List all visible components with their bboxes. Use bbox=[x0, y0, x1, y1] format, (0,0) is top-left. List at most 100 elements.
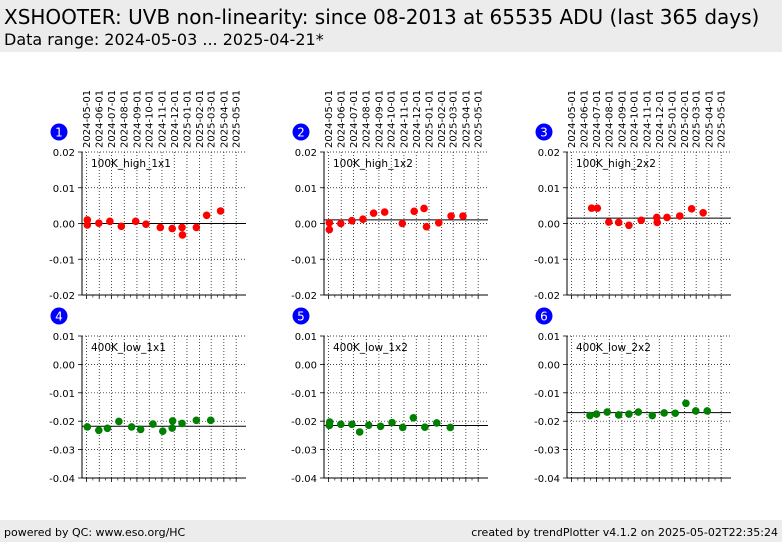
data-point bbox=[459, 212, 467, 220]
data-point bbox=[637, 216, 646, 225]
y-tick-label: 0.01 bbox=[53, 332, 75, 343]
footer-powered-by: powered by QC: www.eso.org/HC bbox=[4, 526, 186, 539]
footer-created-by: created by trendPlotter v4.1.2 on 2025-0… bbox=[471, 526, 778, 539]
x-tick-label: 2024-05-01 bbox=[567, 90, 578, 148]
x-tick-label: 2024-09-01 bbox=[132, 90, 143, 148]
y-tick-label: -0.04 bbox=[291, 474, 317, 485]
x-tick-label: 2024-11-01 bbox=[157, 90, 168, 148]
data-point bbox=[95, 219, 103, 227]
data-point bbox=[432, 419, 441, 427]
data-point bbox=[446, 423, 455, 432]
x-tick-label: 2024-08-01 bbox=[120, 90, 131, 148]
data-point bbox=[625, 221, 633, 230]
y-tick-label: -0.01 bbox=[291, 389, 317, 400]
x-tick-label: 2025-03-01 bbox=[692, 90, 703, 148]
y-tick-label: -0.01 bbox=[534, 255, 560, 266]
data-point bbox=[410, 207, 419, 216]
y-tick-label: 0.00 bbox=[538, 220, 560, 231]
panel-3: 0.02 0.01 0.00 -0.01 -0.02 100K_high_2x2 3 2024… bbox=[534, 90, 731, 302]
x-tick-label: 2025-01-01 bbox=[424, 90, 435, 148]
x-tick-label: 2024-09-01 bbox=[617, 90, 628, 148]
data-point bbox=[682, 399, 690, 408]
data-point bbox=[216, 207, 225, 215]
y-tick-label: -0.01 bbox=[534, 389, 560, 400]
panel-badge bbox=[535, 307, 553, 325]
page-title: XSHOOTER: UVB non-linearity: since 08-20… bbox=[4, 5, 760, 29]
y-tick-label: -0.02 bbox=[291, 417, 317, 428]
data-point bbox=[337, 420, 345, 429]
panel-badge bbox=[535, 123, 553, 141]
y-tick-label: 0.01 bbox=[53, 184, 75, 195]
x-tick-label: 2024-10-01 bbox=[387, 90, 398, 148]
x-tick-label: 2025-03-01 bbox=[449, 90, 460, 148]
y-tick-label: 0.01 bbox=[295, 332, 317, 343]
panel-label: 100K_high_1x1 bbox=[91, 158, 171, 170]
y-tick-label: -0.04 bbox=[534, 474, 560, 485]
data-range-subtitle: Data range: 2024-05-03 ... 2025-04-21* bbox=[4, 30, 324, 49]
data-point bbox=[115, 417, 123, 426]
y-tick-label: -0.02 bbox=[534, 417, 560, 428]
x-tick-label: 2025-05-01 bbox=[717, 90, 728, 148]
x-tick-label: 2024-11-01 bbox=[399, 90, 410, 148]
data-point bbox=[158, 427, 167, 435]
data-point bbox=[178, 419, 186, 428]
x-tick-label: 2025-04-01 bbox=[704, 90, 715, 148]
data-point bbox=[409, 413, 418, 422]
y-tick-label: -0.02 bbox=[49, 291, 75, 302]
y-tick-label: 0.00 bbox=[295, 360, 317, 371]
y-tick-label: 0.01 bbox=[295, 184, 317, 195]
data-point bbox=[325, 225, 334, 234]
panel-badge-number: 5 bbox=[297, 310, 305, 324]
x-tick-label: 2025-03-01 bbox=[207, 90, 218, 148]
panel-badge-number: 2 bbox=[297, 126, 305, 140]
y-tick-label: -0.02 bbox=[49, 417, 75, 428]
y-tick-label: -0.01 bbox=[49, 255, 75, 266]
data-point bbox=[671, 409, 680, 418]
data-point bbox=[117, 222, 126, 231]
data-point bbox=[421, 423, 429, 431]
data-point bbox=[687, 205, 696, 213]
x-tick-label: 2024-10-01 bbox=[630, 90, 641, 148]
y-tick-label: 0.02 bbox=[53, 148, 75, 159]
data-point bbox=[699, 208, 707, 217]
header-bar bbox=[0, 0, 782, 52]
data-point bbox=[168, 424, 176, 432]
panel-label: 100K_high_2x2 bbox=[576, 158, 656, 170]
y-tick-label: 0.01 bbox=[538, 184, 560, 195]
data-point bbox=[106, 217, 114, 226]
data-point bbox=[178, 223, 186, 232]
data-point bbox=[420, 204, 428, 213]
x-tick-label: 2025-02-01 bbox=[195, 90, 206, 148]
data-point bbox=[127, 423, 136, 431]
x-tick-label: 2025-01-01 bbox=[182, 90, 193, 148]
data-point bbox=[168, 417, 177, 425]
data-point bbox=[192, 223, 201, 232]
data-point bbox=[398, 423, 407, 432]
data-point bbox=[447, 212, 455, 220]
x-tick-label: 2024-11-01 bbox=[642, 90, 653, 148]
data-point bbox=[586, 411, 594, 420]
x-tick-label: 2024-08-01 bbox=[362, 90, 373, 148]
panel-badge-number: 1 bbox=[55, 126, 63, 140]
data-point bbox=[703, 407, 712, 415]
panel-badge-number: 6 bbox=[540, 310, 548, 324]
y-tick-label: -0.04 bbox=[49, 474, 75, 485]
data-point bbox=[380, 208, 389, 216]
x-tick-label: 2025-04-01 bbox=[461, 90, 472, 148]
panel-label: 400K_low_1x1 bbox=[91, 342, 166, 354]
y-tick-label: 0.00 bbox=[53, 360, 75, 371]
data-point bbox=[593, 204, 602, 212]
data-point bbox=[206, 416, 215, 425]
data-point bbox=[663, 213, 671, 222]
data-point bbox=[653, 218, 661, 227]
x-tick-label: 2024-07-01 bbox=[592, 90, 603, 148]
data-point bbox=[178, 231, 187, 239]
panel-badge bbox=[50, 123, 68, 141]
x-tick-label: 2024-07-01 bbox=[107, 90, 118, 148]
panel-badge-number: 3 bbox=[540, 126, 548, 140]
data-point bbox=[648, 411, 657, 420]
data-point bbox=[691, 407, 700, 415]
x-tick-label: 2024-06-01 bbox=[580, 90, 591, 148]
data-point bbox=[369, 209, 378, 217]
data-point bbox=[168, 224, 176, 233]
